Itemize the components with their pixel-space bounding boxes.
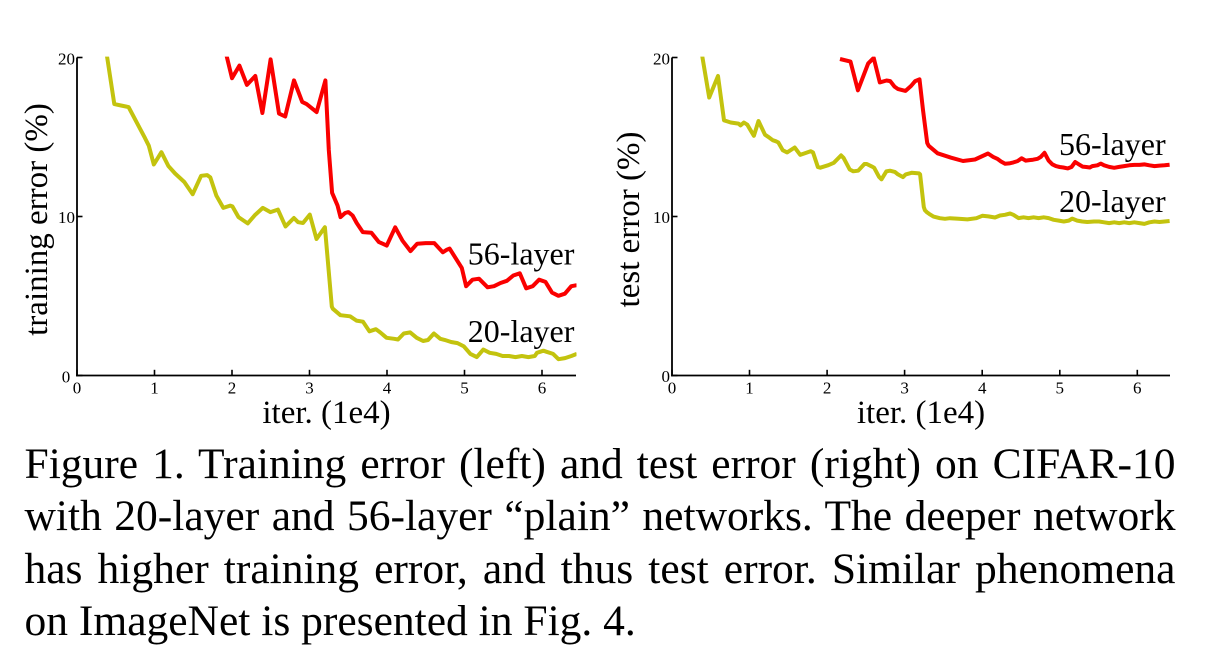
svg-text:0: 0 <box>662 367 671 386</box>
svg-text:1: 1 <box>745 378 754 397</box>
svg-text:iter. (1e4): iter. (1e4) <box>857 395 985 431</box>
svg-text:2: 2 <box>228 378 237 397</box>
svg-text:training error (%): training error (%) <box>19 103 55 336</box>
svg-text:10: 10 <box>58 208 75 227</box>
svg-text:0: 0 <box>73 378 82 397</box>
svg-text:5: 5 <box>1056 378 1065 397</box>
svg-text:20: 20 <box>653 49 670 68</box>
svg-text:test error (%): test error (%) <box>611 132 647 308</box>
svg-text:0: 0 <box>62 367 71 386</box>
svg-text:4: 4 <box>383 378 392 397</box>
svg-text:6: 6 <box>1133 378 1142 397</box>
svg-text:56-layer: 56-layer <box>468 236 575 272</box>
svg-text:20-layer: 20-layer <box>1059 183 1166 219</box>
svg-text:1: 1 <box>150 378 159 397</box>
svg-text:20-layer: 20-layer <box>468 313 575 349</box>
svg-text:0: 0 <box>668 378 677 397</box>
svg-text:5: 5 <box>460 378 469 397</box>
svg-text:10: 10 <box>653 208 670 227</box>
svg-text:6: 6 <box>538 378 547 397</box>
svg-text:iter. (1e4): iter. (1e4) <box>262 395 390 431</box>
svg-text:4: 4 <box>978 378 987 397</box>
svg-text:2: 2 <box>823 378 832 397</box>
svg-text:56-layer: 56-layer <box>1059 126 1166 162</box>
svg-text:3: 3 <box>305 378 314 397</box>
svg-text:3: 3 <box>900 378 909 397</box>
svg-text:20: 20 <box>58 49 75 68</box>
